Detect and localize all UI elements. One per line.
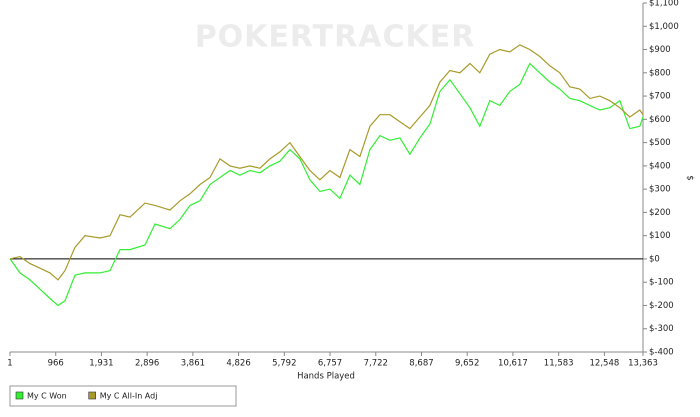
x-tick-label: 12,548 xyxy=(590,359,620,369)
x-tick-label: 9,652 xyxy=(455,359,479,369)
x-tick-label: 966 xyxy=(48,359,64,369)
y-axis-label: $ xyxy=(685,175,695,180)
y-tick-label: $1,000 xyxy=(649,22,679,32)
y-tick-label: $300 xyxy=(649,185,671,195)
x-tick-label: 11,583 xyxy=(544,359,574,369)
y-tick-label: $500 xyxy=(649,138,671,148)
watermark: POKERTRACKER xyxy=(195,20,476,55)
x-tick-label: 4,826 xyxy=(226,359,250,369)
x-tick-label: 1 xyxy=(7,359,12,369)
legend-box xyxy=(9,385,237,407)
series-line xyxy=(9,62,644,307)
y-tick-label: $700 xyxy=(649,92,671,102)
y-tick-label: $0 xyxy=(649,254,660,264)
y-tick-label: $1,100 xyxy=(649,0,679,9)
y-tick-label: $400 xyxy=(649,161,671,171)
x-axis-label: Hands Played xyxy=(297,372,355,382)
y-tick-label: $-200 xyxy=(649,301,674,311)
y-tick-label: $200 xyxy=(649,208,671,218)
y-tick-label: $-100 xyxy=(649,278,674,288)
legend-label: My C Won xyxy=(27,392,67,401)
x-tick-label: 3,861 xyxy=(181,359,205,369)
y-tick-label: $600 xyxy=(649,115,671,125)
x-tick-label: 13,363 xyxy=(628,359,658,369)
y-tick-label: $800 xyxy=(649,68,671,78)
y-tick-label: $-300 xyxy=(649,324,674,334)
legend-swatch xyxy=(15,391,24,400)
legend-label: My C All-In Adj xyxy=(100,392,158,401)
series-line xyxy=(9,44,644,281)
y-tick-label: $100 xyxy=(649,231,671,241)
y-tick-label: $-400 xyxy=(649,348,674,358)
x-tick-label: 10,617 xyxy=(498,359,528,369)
x-tick-label: 8,687 xyxy=(409,359,433,369)
x-tick-label: 6,757 xyxy=(318,359,342,369)
y-tick-label: $900 xyxy=(649,45,671,55)
x-tick-label: 2,896 xyxy=(135,359,159,369)
legend-swatch xyxy=(88,391,97,400)
x-tick-label: 5,792 xyxy=(272,359,296,369)
x-tick-label: 1,931 xyxy=(89,359,113,369)
x-tick-label: 7,722 xyxy=(364,359,388,369)
